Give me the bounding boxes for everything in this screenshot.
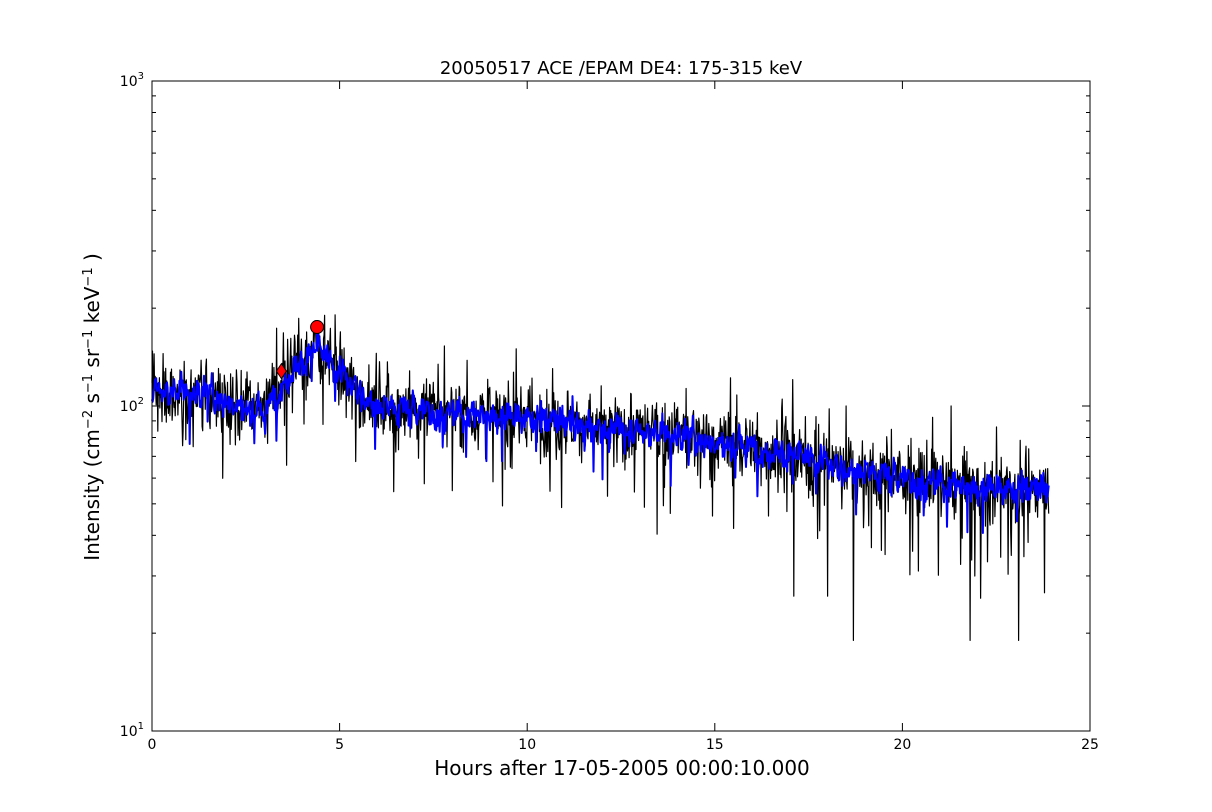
smoothed-intensity-line [151,332,1050,534]
x-tick-label: 20 [893,737,911,753]
x-tick-label: 10 [518,737,536,753]
x-tick-label: 15 [706,737,724,753]
chart-title: 20050517 ACE /EPAM DE4: 175-315 keV [440,58,803,79]
onset-marker-diamond [275,362,288,380]
y-tick-label-base: 10 [120,399,138,415]
y-label-close: ) [80,253,104,267]
y-label-sup-s: −1 [81,374,96,393]
x-tick-label: 5 [335,737,344,753]
y-tick-label: 103 [120,71,144,90]
y-tick-label-exponent: 3 [138,71,144,82]
y-label-kev: keV [80,286,104,330]
x-tick-label: 0 [148,737,157,753]
plot-area [151,314,1050,641]
y-tick-label-exponent: 2 [138,396,144,407]
x-tick-label: 25 [1081,737,1099,753]
x-axis-label: Hours after 17-05-2005 00:00:10.000 [434,756,810,780]
y-tick-label: 102 [120,396,144,415]
y-tick-label-exponent: 1 [138,721,144,732]
y-label-prefix: Intensity (cm [80,429,104,561]
y-label-s: s [80,393,104,410]
y-tick-label-base: 10 [120,724,138,740]
y-axis-label: Intensity (cm−2 s−1 sr−1 keV−1 ) [80,253,104,561]
peak-marker-circle [310,320,325,335]
y-label-sup-cm: −2 [81,410,96,429]
y-label-sup-kev: −1 [81,267,96,286]
y-label-sr: sr [80,348,104,374]
y-tick-label-base: 10 [120,74,138,90]
y-tick-label: 101 [120,721,144,740]
y-label-sup-sr: −1 [81,330,96,349]
